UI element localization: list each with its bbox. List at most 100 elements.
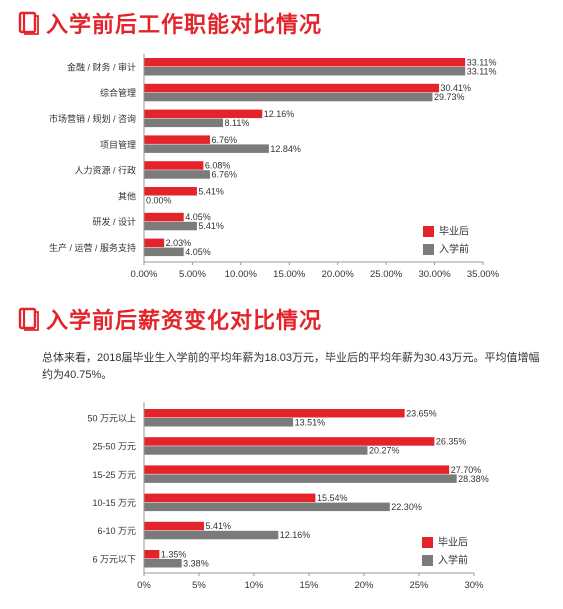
bar-after bbox=[144, 187, 197, 196]
legend-label: 毕业后 bbox=[438, 536, 468, 549]
category-label: 6-10 万元 bbox=[97, 526, 136, 536]
category-label: 10-15 万元 bbox=[92, 498, 136, 508]
legend-label: 入学前 bbox=[439, 243, 469, 256]
data-label: 26.35% bbox=[436, 437, 467, 447]
x-tick-label: 35.00% bbox=[467, 269, 500, 280]
data-label: 28.38% bbox=[458, 474, 489, 484]
data-label: 12.16% bbox=[264, 109, 295, 119]
data-label: 6.76% bbox=[211, 170, 237, 180]
bar-after bbox=[144, 465, 450, 474]
book-icon bbox=[18, 307, 39, 331]
category-label: 项目管理 bbox=[100, 139, 136, 150]
bar-before bbox=[144, 559, 182, 568]
data-label: 23.65% bbox=[406, 408, 437, 418]
bar-before bbox=[144, 144, 269, 153]
section2-header: 入学前后薪资变化对比情况 bbox=[18, 304, 322, 334]
category-label: 综合管理 bbox=[100, 87, 136, 98]
x-tick-label: 25% bbox=[409, 580, 429, 591]
data-label: 6.08% bbox=[205, 161, 231, 171]
data-label: 5.41% bbox=[198, 221, 224, 231]
x-tick-label: 15% bbox=[299, 580, 319, 591]
x-tick-label: 20.00% bbox=[322, 269, 355, 280]
category-label: 生产 / 运营 / 服务支持 bbox=[49, 242, 136, 253]
data-label: 27.70% bbox=[451, 465, 482, 475]
x-tick-label: 30% bbox=[464, 580, 484, 591]
category-label: 6 万元以下 bbox=[92, 554, 136, 564]
legend-swatch bbox=[422, 555, 433, 566]
bar-before bbox=[144, 247, 184, 257]
data-label: 8.11% bbox=[225, 118, 250, 128]
data-label: 30.41% bbox=[441, 83, 472, 93]
bar-after bbox=[144, 212, 184, 222]
bar-after bbox=[144, 109, 263, 119]
bar-after bbox=[144, 521, 205, 531]
x-tick-label: 10% bbox=[244, 580, 264, 591]
data-label: 4.05% bbox=[185, 212, 211, 222]
bar-after bbox=[144, 83, 440, 93]
legend-swatch bbox=[423, 244, 434, 255]
data-label: 15.54% bbox=[317, 493, 348, 503]
x-tick-label: 25.00% bbox=[370, 269, 403, 280]
category-label: 50 万元以上 bbox=[87, 413, 136, 423]
category-label: 25-50 万元 bbox=[92, 442, 136, 452]
bar-before bbox=[144, 221, 197, 231]
category-label: 15-25 万元 bbox=[92, 470, 136, 480]
section2-title: 入学前后薪资变化对比情况 bbox=[46, 308, 323, 333]
x-tick-label: 0.00% bbox=[131, 269, 158, 280]
data-label: 33.11% bbox=[467, 66, 497, 76]
x-tick-label: 30.00% bbox=[418, 269, 451, 280]
legend-swatch bbox=[423, 226, 434, 237]
x-tick-label: 5.00% bbox=[179, 269, 206, 280]
bar-after bbox=[144, 437, 435, 446]
bar-before bbox=[144, 530, 279, 540]
bar-after bbox=[144, 161, 204, 170]
legend-swatch bbox=[422, 537, 433, 548]
salary-change-chart: 50 万元以上 23.65% 13.51% 25-50 万元 26.35% 20.27% 1… bbox=[87, 402, 489, 591]
data-label: 0.00% bbox=[146, 195, 172, 205]
bar-after bbox=[144, 493, 316, 503]
data-label: 12.16% bbox=[280, 530, 311, 540]
data-label: 13.51% bbox=[295, 417, 326, 427]
data-label: 12.84% bbox=[270, 144, 301, 154]
x-tick-label: 5% bbox=[192, 580, 206, 591]
legend-label: 入学前 bbox=[438, 554, 468, 567]
data-label: 5.41% bbox=[198, 186, 224, 196]
category-label: 市场营销 / 规划 / 咨询 bbox=[49, 113, 136, 124]
data-label: 4.05% bbox=[185, 247, 211, 257]
data-label: 1.35% bbox=[161, 549, 187, 559]
bar-before bbox=[144, 92, 433, 102]
section1-header: 入学前后工作职能对比情况 bbox=[18, 8, 322, 38]
bar-after bbox=[144, 135, 210, 144]
data-label: 3.38% bbox=[183, 558, 209, 568]
data-label: 2.03% bbox=[166, 238, 192, 248]
bar-before bbox=[144, 418, 294, 427]
bar-before bbox=[144, 502, 390, 512]
bar-before bbox=[144, 67, 466, 76]
bar-after bbox=[144, 58, 466, 67]
category-label: 研发 / 设计 bbox=[92, 216, 136, 227]
job-function-chart: 金融 / 财务 / 审计 33.11%33.11% 综合管理 30.41%29.73%… bbox=[49, 54, 500, 280]
legend-label: 毕业后 bbox=[439, 225, 469, 238]
bar-after bbox=[144, 238, 165, 248]
data-label: 29.73% bbox=[434, 92, 465, 102]
data-label: 5.41% bbox=[206, 521, 232, 531]
data-label: 6.76% bbox=[211, 135, 237, 145]
book-icon bbox=[18, 11, 39, 35]
bar-after bbox=[144, 550, 160, 559]
category-label: 人力资源 / 行政 bbox=[74, 165, 136, 176]
category-label: 其他 bbox=[118, 190, 136, 201]
data-label: 33.11% bbox=[467, 57, 497, 67]
section1-title: 入学前后工作职能对比情况 bbox=[46, 12, 323, 37]
bar-after bbox=[144, 409, 405, 418]
salary-summary: 总体来看，2018届毕业生入学前的平均年薪为18.03万元，毕业后的平均年薪为3… bbox=[42, 352, 540, 381]
data-label: 20.27% bbox=[369, 446, 400, 456]
x-tick-label: 15.00% bbox=[273, 269, 306, 280]
data-label: 22.30% bbox=[391, 502, 422, 512]
x-tick-label: 20% bbox=[354, 580, 374, 591]
category-label: 金融 / 财务 / 审计 bbox=[67, 61, 136, 72]
bar-before bbox=[144, 446, 368, 455]
x-tick-label: 10.00% bbox=[225, 269, 258, 280]
bar-before bbox=[144, 118, 224, 128]
x-tick-label: 0% bbox=[137, 580, 151, 591]
bar-before bbox=[144, 170, 210, 179]
